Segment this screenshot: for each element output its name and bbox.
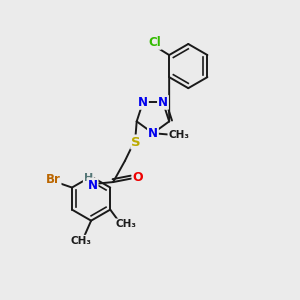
Text: H: H: [84, 173, 93, 183]
Text: N: N: [88, 178, 98, 191]
Text: S: S: [131, 136, 141, 148]
Text: Cl: Cl: [148, 36, 161, 49]
Text: CH₃: CH₃: [115, 219, 136, 229]
Text: N: N: [158, 96, 168, 109]
Text: N: N: [138, 96, 148, 109]
Text: Br: Br: [46, 173, 61, 186]
Text: CH₃: CH₃: [70, 236, 92, 246]
Text: CH₃: CH₃: [168, 130, 189, 140]
Text: N: N: [148, 127, 158, 140]
Text: O: O: [133, 171, 143, 184]
